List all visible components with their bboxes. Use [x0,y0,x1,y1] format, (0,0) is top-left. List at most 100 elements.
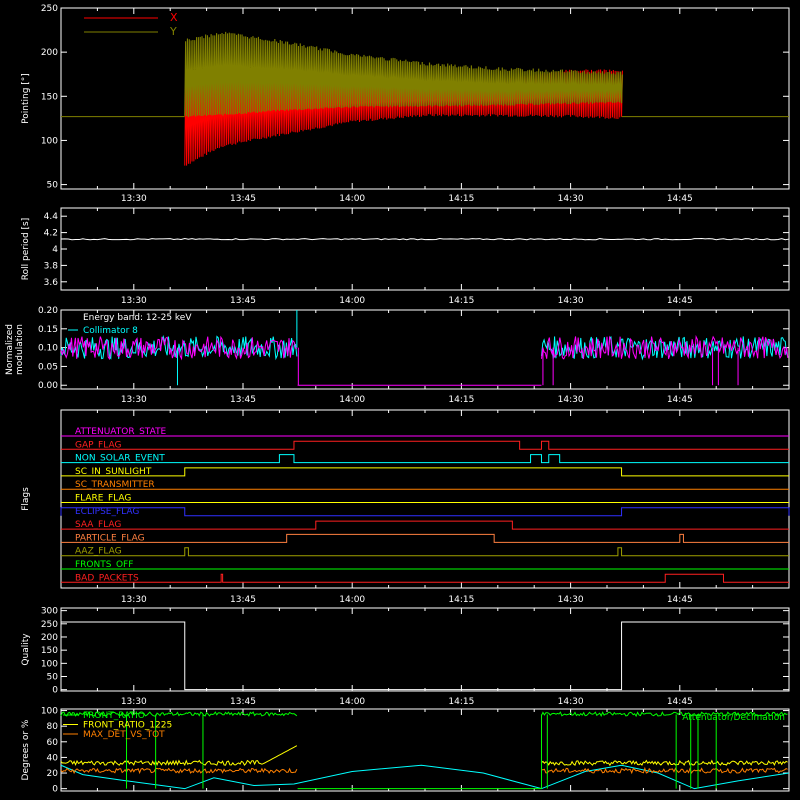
y-tick-label: 250 [41,4,58,14]
y-tick-label: 200 [41,48,58,58]
x-tick-label: 13:45 [230,595,256,605]
legend-label-collimator-8: Collimator 8 [83,326,138,336]
y-tick-label: 0.15 [38,325,58,335]
flag-label-non-solar-event: NON_SOLAR_EVENT [75,454,165,464]
x-tick-label: 14:30 [558,697,584,707]
legend-label-y: Y [169,25,177,38]
y-tick-label: 4.2 [44,229,58,239]
y-tick-label: 150 [41,646,58,656]
y-tick-label: 200 [41,633,58,643]
energy-band-annotation: Energy band: 12-25 keV [83,313,192,323]
panel-3: 0.00 0.05 0.10 0.15 0.20 Normalizedmodulation [5,306,790,391]
panel-frame [60,409,790,589]
y-tick-label: 80 [47,722,59,732]
x-tick-label: 13:45 [230,395,256,405]
x-tick-label: 13:30 [121,296,147,306]
x-tick-label: 14:15 [448,595,474,605]
flag-line-sc-in-sunlight [61,467,789,477]
front-ratio-1225-line [541,759,788,767]
legend-label-x: X [170,11,178,24]
ratio-series [60,711,790,790]
y-tick-label: 0.05 [38,362,58,372]
y-tick-label: 300 [41,607,58,617]
collimator-8-line [540,336,789,361]
flag-line-non-solar-event [61,454,789,464]
x-tick-label: 13:45 [230,194,256,204]
legend-label-ratio-0: FRONT_RATIO [83,711,145,721]
y-tick-label: 50 [47,673,59,683]
magenta-line [60,335,298,361]
modulation-series [60,310,789,386]
x-tick-label: 14:30 [558,595,584,605]
max-det-vs-tot-line [60,767,298,775]
x-tick-label: 14:45 [667,595,693,605]
max-det-vs-tot-line [541,766,788,775]
panel-6: 0 20 40 60 80 100 Degrees or % [21,707,790,795]
x-tick-label: 14:15 [448,697,474,707]
x-tick-label: 14:15 [448,194,474,204]
x-tick-label: 14:15 [448,395,474,405]
x-tick-label: 14:00 [339,697,365,707]
cyan-curve [60,764,790,790]
flag-line-gap-flag [61,440,789,450]
y-axis-label: Flags [21,487,31,511]
x-tick-label: 14:30 [558,194,584,204]
y-tick-label: 0.10 [38,344,58,354]
y-tick-label: 50 [47,181,59,191]
y-tick-label: 0.20 [38,306,58,316]
x-tick-label: 14:00 [339,595,365,605]
y-tick-label: 0 [52,785,58,795]
y-tick-label: 40 [47,753,59,763]
y-tick-label: 3.6 [44,278,59,288]
x-tick-label: 14:45 [667,296,693,306]
y-tick-label: 0 [52,686,58,696]
panel-frame [60,607,790,692]
panel-5: 0 50 100 150 200 250 300 Quality [21,607,790,696]
x-tick-label: 13:45 [230,697,256,707]
y-tick-label: 250 [41,620,58,630]
flag-line-particle-flag [61,533,789,543]
x-tick-label: 14:00 [339,194,365,204]
y-tick-label: 4 [52,245,58,255]
x-tick-label: 14:30 [558,395,584,405]
flag-label-fronts-off: FRONTS_OFF [75,560,133,570]
flag-line-aaz-flag [61,547,789,557]
y-axis-label: Normalizedmodulation [5,324,25,375]
y-axis-label-line: Normalized [5,324,15,375]
panel-1: 50 100 150 200 250 Pointing [°] [21,4,790,191]
panel-frame [60,207,790,291]
flag-label-gap-flag: GAP_FLAG [75,440,121,450]
roll-period-line [60,238,790,241]
flag-label-sc-transmitter: SC_TRANSMITTER [75,480,155,490]
x-tick-label: 13:30 [121,395,147,405]
x-tick-label: 14:45 [667,194,693,204]
y-tick-label: 100 [41,659,58,669]
magenta-line [540,334,789,360]
y-tick-label: 100 [41,707,58,717]
y-axis-label: Roll period [s] [21,218,31,280]
quality-line [61,621,789,691]
y-axis-label: Degrees or % [21,719,31,780]
y-tick-label: 4.4 [44,212,59,222]
flag-label-flare-flag: FLARE_FLAG [75,494,131,504]
y-tick-label: 0.00 [38,381,58,391]
x-tick-label: 13:30 [121,194,147,204]
y-axis-label-line: modulation [15,324,25,375]
flag-label-attenuator-state: ATTENUATOR_STATE [75,427,167,437]
y-tick-label: 150 [41,92,58,102]
y-axis-label: Quality [21,633,31,666]
flag-label-saa-flag: SAA_FLAG [75,520,121,530]
panel-4: Flags [21,409,790,589]
x-tick-label: 14:00 [339,296,365,306]
flag-label-bad-packets: BAD_PACKETS [75,573,139,583]
collimator-8-line [60,335,298,361]
y-tick-label: 20 [47,769,59,779]
front-ratio-line [60,711,298,718]
x-tick-label: 14:30 [558,296,584,306]
flag-label-particle-flag: PARTICLE_FLAG [75,533,145,543]
flag-line-eclipse-flag [60,507,790,517]
front-ratio-line [541,711,788,718]
y-tick-label: 100 [41,136,58,146]
x-tick-label: 13:45 [230,296,256,306]
